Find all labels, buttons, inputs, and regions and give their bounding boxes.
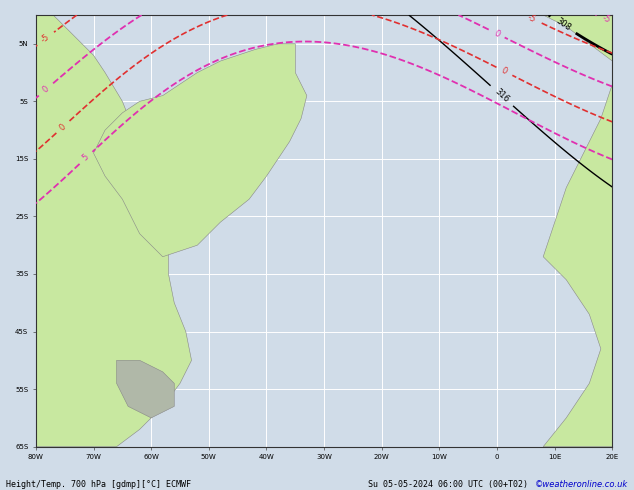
Text: 0: 0 (41, 85, 51, 95)
Polygon shape (36, 15, 191, 447)
Text: Su 05-05-2024 06:00 UTC (00+T02): Su 05-05-2024 06:00 UTC (00+T02) (368, 480, 527, 489)
Polygon shape (543, 15, 612, 447)
Text: -5: -5 (601, 13, 612, 25)
Polygon shape (117, 360, 174, 418)
Text: 5: 5 (81, 153, 91, 163)
Text: -5: -5 (526, 12, 537, 24)
Text: ©weatheronline.co.uk: ©weatheronline.co.uk (534, 480, 628, 489)
Text: 0: 0 (493, 28, 501, 39)
Text: 0: 0 (58, 122, 68, 132)
Text: -5: -5 (39, 32, 51, 45)
Text: 308: 308 (554, 17, 573, 33)
Polygon shape (94, 44, 307, 257)
Text: Height/Temp. 700 hPa [gdmp][°C] ECMWF: Height/Temp. 700 hPa [gdmp][°C] ECMWF (6, 480, 191, 489)
Text: 0: 0 (500, 66, 509, 76)
Text: 316: 316 (493, 87, 511, 104)
